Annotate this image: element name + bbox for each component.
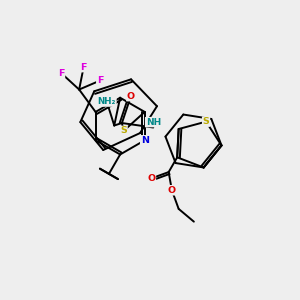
Text: F: F bbox=[80, 63, 87, 72]
Text: S: S bbox=[203, 117, 209, 126]
Text: NH₂: NH₂ bbox=[98, 97, 116, 106]
Text: F: F bbox=[58, 69, 64, 78]
Text: F: F bbox=[97, 76, 103, 85]
Text: N: N bbox=[141, 136, 149, 145]
Text: NH: NH bbox=[146, 118, 161, 127]
Text: O: O bbox=[147, 174, 155, 183]
Text: O: O bbox=[127, 92, 135, 101]
Text: O: O bbox=[168, 186, 176, 195]
Text: S: S bbox=[120, 126, 127, 135]
